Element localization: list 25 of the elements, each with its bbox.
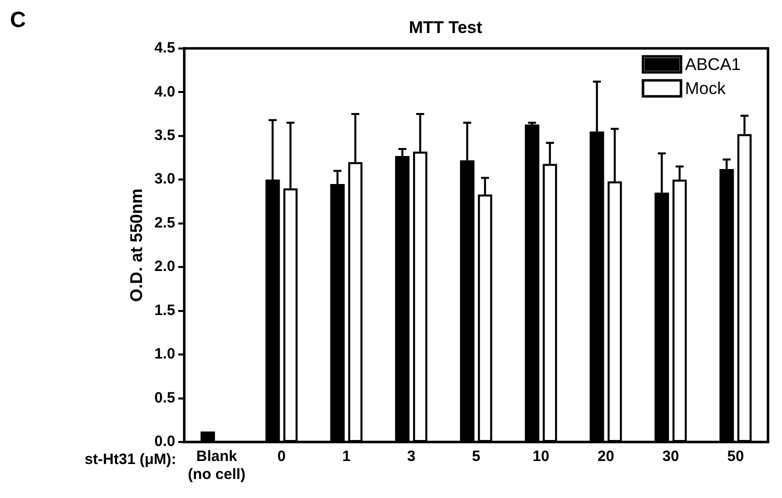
- x-tick-label: 10: [532, 448, 550, 466]
- x-tick-label: 30: [662, 448, 680, 466]
- x-tick-label: 1: [342, 448, 351, 466]
- y-tick-label: 2.0: [154, 258, 176, 276]
- y-tick-label: 2.5: [154, 214, 176, 232]
- y-tick-label: 1.0: [154, 346, 176, 363]
- x-tick-label: 20: [598, 448, 614, 466]
- y-axis-title: O.D. at 550nm: [126, 188, 146, 302]
- text: C: [10, 7, 26, 32]
- legend-label: Mock: [685, 79, 726, 98]
- chart-title: MTT Test: [408, 18, 483, 37]
- y-tick-label: 3.0: [154, 170, 176, 188]
- y-tick-label: 0.0: [154, 433, 176, 450]
- x-tick-label: 5: [472, 448, 480, 466]
- x-tick-label: Blank (no cell): [188, 448, 246, 484]
- x-tick-label: 0: [277, 448, 286, 466]
- y-tick-label: 3.5: [154, 127, 176, 144]
- legend-label: ABCA1: [685, 55, 741, 74]
- x-axis-title: st-Ht31 (μM):: [84, 451, 176, 468]
- y-tick-label: 1.5: [154, 302, 176, 319]
- y-tick-label: 4.0: [154, 83, 176, 100]
- y-tick-label: 4.5: [154, 40, 176, 57]
- y-tick-label: 0.5: [154, 389, 176, 406]
- x-tick-label: 3: [407, 448, 416, 466]
- x-tick-label: 50: [727, 448, 744, 466]
